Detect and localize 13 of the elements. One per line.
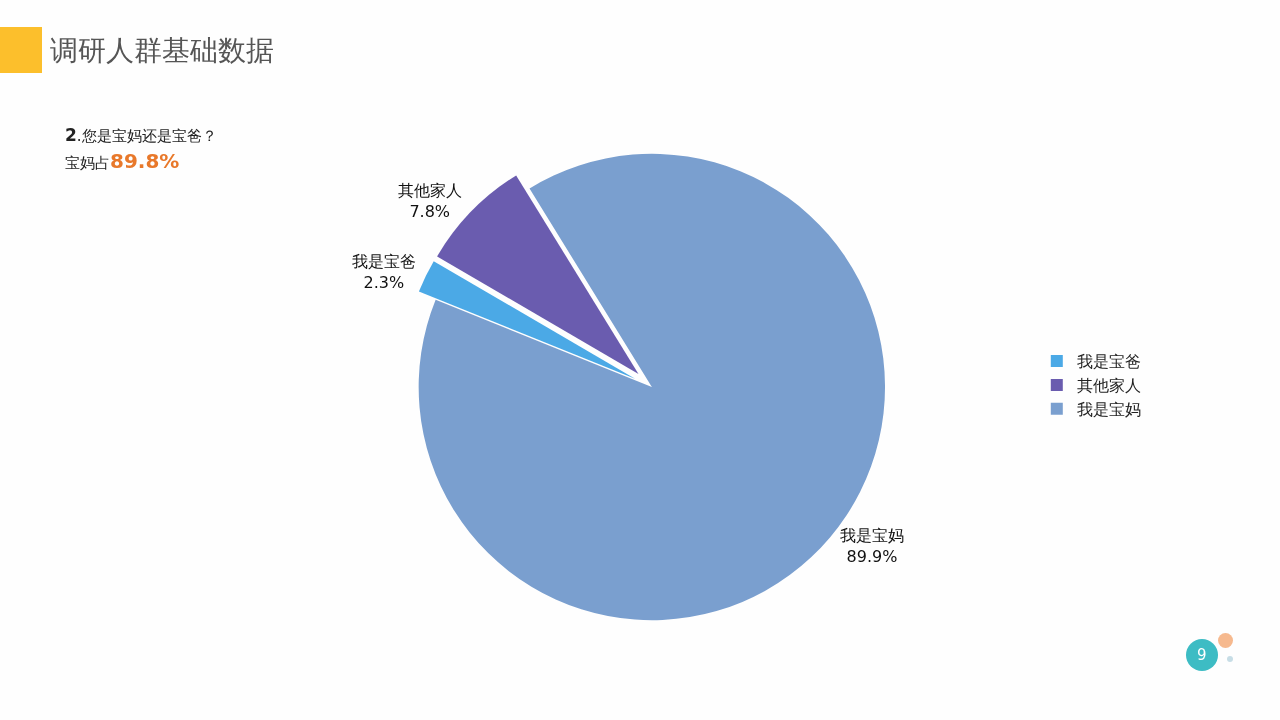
text: 宝妈占89.8% (65, 149, 180, 173)
legend-label: 我是宝爸 (1076, 352, 1141, 372)
text: 2.您是宝妈还是宝爸？ (65, 125, 217, 145)
slice-label: 我是宝妈 (839, 525, 904, 545)
legend-label: 其他家人 (1076, 376, 1141, 396)
legend-label: 我是宝妈 (1076, 399, 1141, 419)
chart-title: 调研人群基础数据 (50, 33, 274, 67)
data-label: 89.9% (846, 546, 898, 566)
slice-label: 其他家人 (397, 181, 462, 201)
data-label: 2.3% (363, 273, 405, 293)
slice-label: 我是宝爸 (351, 252, 416, 272)
text: 9 (1197, 646, 1207, 664)
data-label: 7.8% (409, 202, 451, 222)
